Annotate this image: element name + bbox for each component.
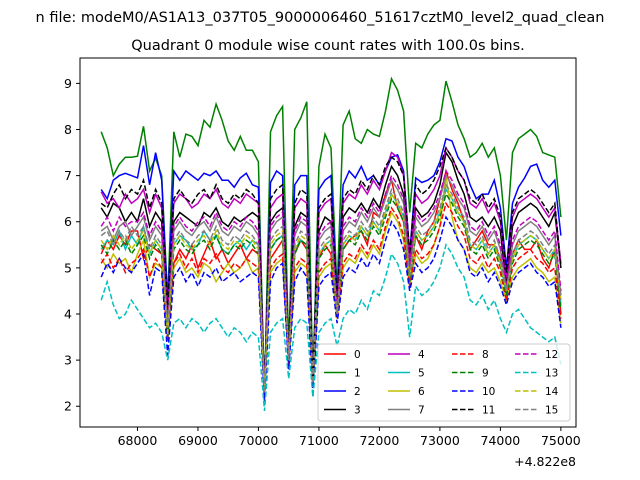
legend-label-12: 12 — [545, 349, 558, 361]
x-tick-label: 68000 — [118, 433, 158, 448]
legend-label-7: 7 — [418, 405, 425, 417]
x-tick-label: 69000 — [178, 433, 218, 448]
legend-label-9: 9 — [482, 368, 489, 380]
series-line-6 — [100, 175, 562, 393]
x-tick-label: 75000 — [541, 433, 581, 448]
plot-area-frame — [79, 57, 577, 428]
legend-label-10: 10 — [482, 386, 495, 398]
figure-suptitle: n file: modeM0/AS1A13_037T05_9000006460_… — [36, 10, 605, 26]
legend-label-14: 14 — [545, 386, 559, 398]
legend-label-15: 15 — [545, 405, 558, 417]
series-line-8 — [100, 201, 562, 398]
series-line-12 — [100, 169, 562, 393]
x-tick-label: 70000 — [239, 433, 279, 448]
y-tick-label: 5 — [64, 260, 72, 275]
legend-label-6: 6 — [418, 386, 425, 398]
series-line-15 — [100, 182, 562, 393]
legend-label-4: 4 — [418, 349, 425, 361]
y-tick-label: 2 — [64, 399, 72, 414]
series-line-9 — [100, 192, 562, 398]
x-tick-label: 74000 — [481, 433, 521, 448]
y-tick-label: 7 — [64, 168, 72, 183]
x-tick-label: 73000 — [420, 433, 460, 448]
legend-label-8: 8 — [482, 349, 489, 361]
legend-label-11: 11 — [482, 405, 495, 417]
chart-title: Quadrant 0 module wise count rates with … — [131, 38, 525, 54]
series-line-0 — [100, 168, 562, 388]
y-tick-label: 3 — [64, 353, 72, 368]
y-tick-label: 9 — [64, 76, 72, 91]
legend-label-2: 2 — [354, 386, 361, 398]
y-tick-label: 4 — [64, 306, 72, 321]
legend-label-3: 3 — [354, 405, 361, 417]
series-line-2 — [100, 137, 562, 398]
y-tick-label: 8 — [64, 122, 72, 137]
y-tick-label: 6 — [64, 214, 72, 229]
series-line-1 — [100, 76, 562, 398]
legend-label-1: 1 — [354, 368, 361, 380]
legend-frame — [317, 343, 571, 422]
legend-label-0: 0 — [354, 349, 361, 361]
plot-data-layer — [100, 76, 562, 411]
legend-label-13: 13 — [545, 368, 558, 380]
series-line-10 — [100, 215, 562, 402]
x-offset-label: +4.822e8 — [514, 454, 576, 469]
legend-label-5: 5 — [418, 368, 425, 380]
series-line-11 — [100, 146, 562, 388]
x-tick-label: 71000 — [299, 433, 339, 448]
x-tick-label: 72000 — [360, 433, 400, 448]
axis-layer: 68000 69000 70000 71000 72000 73000 74000 75000… — [64, 76, 581, 448]
series-line-13 — [100, 242, 562, 411]
